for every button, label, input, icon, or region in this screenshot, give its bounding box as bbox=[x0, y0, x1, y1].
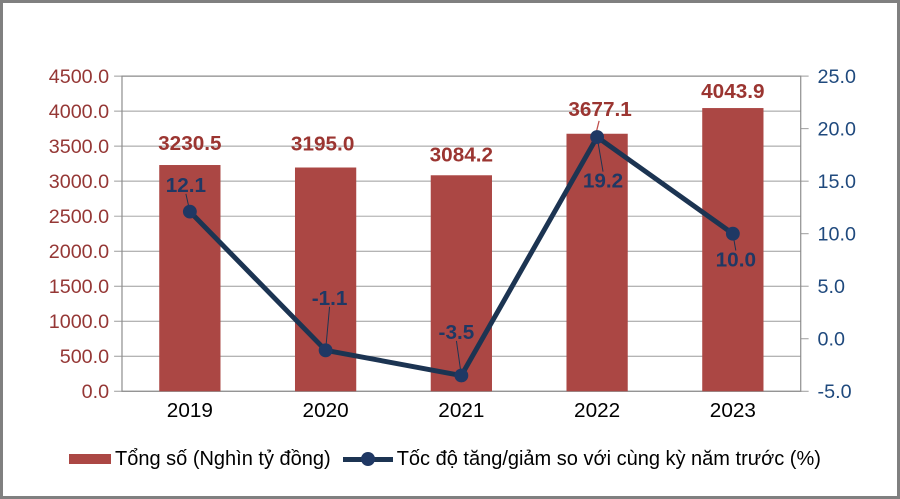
legend-label-growth-rate: Tốc độ tăng/giảm so với cùng kỳ năm trướ… bbox=[396, 447, 821, 470]
line-marker bbox=[725, 226, 740, 241]
right-axis-tick-label: -5.0 bbox=[818, 381, 852, 403]
right-axis-tick-label: 5.0 bbox=[818, 276, 845, 298]
legend-label-total: Tổng số (Nghìn tỷ đồng) bbox=[115, 447, 331, 470]
category-label: 2022 bbox=[574, 399, 620, 422]
bar-value-label: 3230.5 bbox=[158, 132, 221, 155]
bar-value-label: 3084.2 bbox=[430, 143, 493, 166]
line-value-label: 19.2 bbox=[583, 169, 623, 192]
left-axis-tick-label: 500.0 bbox=[60, 346, 109, 368]
bar-value-label: 3677.1 bbox=[568, 98, 631, 121]
left-axis-tick-label: 2500.0 bbox=[49, 206, 109, 228]
line-value-label: -1.1 bbox=[312, 287, 348, 310]
line-value-label: 10.0 bbox=[716, 248, 756, 271]
bar bbox=[702, 108, 764, 392]
category-label: 2020 bbox=[303, 399, 349, 422]
left-axis-tick-label: 1000.0 bbox=[49, 311, 109, 333]
right-axis-tick-label: 10.0 bbox=[818, 224, 856, 246]
line-marker bbox=[182, 204, 197, 219]
category-label: 2021 bbox=[438, 399, 484, 422]
bar-value-label: 4043.9 bbox=[701, 80, 764, 103]
left-axis-tick-label: 4000.0 bbox=[49, 101, 109, 123]
line-value-label: -3.5 bbox=[439, 321, 475, 344]
bar bbox=[159, 165, 221, 392]
left-axis-tick-label: 3500.0 bbox=[49, 136, 109, 158]
line-marker bbox=[454, 368, 469, 383]
line-marker bbox=[318, 343, 333, 358]
left-axis-tick-label: 3000.0 bbox=[49, 171, 109, 193]
bar-swatch bbox=[69, 454, 111, 464]
right-axis-tick-label: 20.0 bbox=[818, 119, 856, 141]
line-swatch bbox=[342, 452, 393, 466]
combo-chart: 3230.5 3195.0 3084.2 3677.1 4043.9 12.1 -1.1 -3… bbox=[49, 66, 856, 422]
right-axis-tick-label: 0.0 bbox=[818, 329, 845, 351]
left-axis-tick-label: 1500.0 bbox=[49, 276, 109, 298]
category-label: 2019 bbox=[167, 399, 213, 422]
left-axis-tick-label: 0.0 bbox=[82, 381, 109, 403]
line-marker-icon bbox=[360, 452, 375, 466]
right-axis-tick-label: 15.0 bbox=[818, 171, 856, 193]
category-label: 2023 bbox=[710, 399, 756, 422]
left-axis-tick-label: 2000.0 bbox=[49, 241, 109, 263]
left-axis-tick-label: 4500.0 bbox=[49, 66, 109, 88]
legend-item-growth-rate: Tốc độ tăng/giảm so với cùng kỳ năm trướ… bbox=[342, 447, 821, 471]
legend-item-total: Tổng số (Nghìn tỷ đồng) bbox=[69, 448, 331, 471]
legend: Tổng số (Nghìn tỷ đồng) Tốc độ tăng/giảm… bbox=[69, 444, 821, 474]
line-marker bbox=[590, 130, 605, 144]
bar bbox=[294, 167, 357, 392]
bar bbox=[430, 175, 492, 392]
right-axis-tick-label: 25.0 bbox=[818, 66, 856, 88]
bar-value-label: 3195.0 bbox=[291, 133, 354, 156]
line-value-label: 12.1 bbox=[166, 174, 206, 197]
line-label-leader bbox=[325, 306, 331, 351]
